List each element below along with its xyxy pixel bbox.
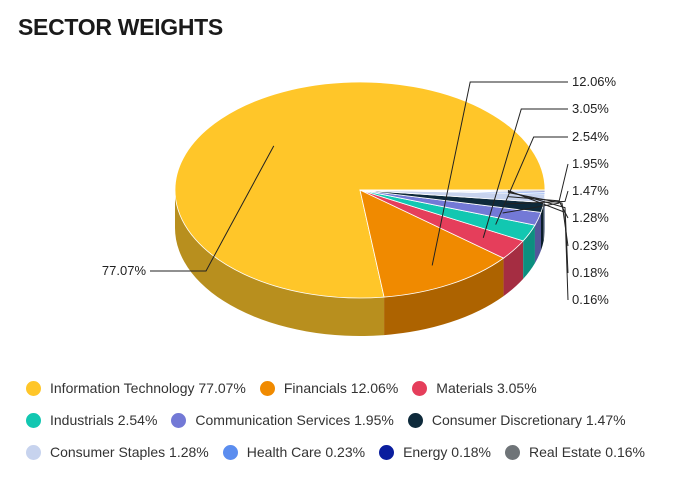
legend-label: Financials 12.06%	[283, 380, 399, 396]
legend-label: Energy 0.18%	[403, 444, 492, 460]
pie-slice-1	[359, 189, 505, 298]
legend-label: Consumer Staples 1.28%	[50, 444, 209, 460]
legend-swatch	[171, 412, 187, 428]
legend-swatch	[407, 412, 423, 428]
legend-label: Real Estate 0.16%	[529, 444, 645, 460]
data-label-3: 2.54%	[572, 129, 609, 144]
pie-side-4	[534, 212, 541, 264]
data-label-7: 0.23%	[572, 238, 609, 253]
pie-side-1	[384, 258, 504, 336]
pie-chart: 77.07% 12.06% 3.05% 2.54% 1.95% 1.47% 1.28% 0.2…	[102, 74, 617, 336]
leader-line-1	[431, 81, 568, 266]
legend-item[interactable]: Financials 12.06%	[259, 380, 399, 396]
legend-item[interactable]: Communication Services 1.95%	[171, 412, 394, 428]
legend-item[interactable]: Health Care 0.23%	[222, 444, 366, 460]
legend-swatch	[26, 444, 41, 460]
legend-swatch	[222, 444, 238, 460]
legend-label: Materials 3.05%	[436, 380, 537, 396]
legend-swatch	[26, 412, 41, 428]
data-label-0: 77.07%	[102, 263, 147, 278]
data-label-9: 0.16%	[572, 292, 609, 307]
legend: Information Technology 77.07% Financials …	[26, 372, 686, 468]
data-label-5: 1.47%	[572, 183, 609, 198]
legend-swatch	[26, 380, 41, 396]
pie-side-5	[540, 202, 544, 251]
data-label-8: 0.18%	[572, 265, 609, 280]
leader-line-4	[502, 163, 569, 214]
legend-item[interactable]: Consumer Discretionary 1.47%	[407, 412, 626, 428]
legend-row: Information Technology 77.07% Financials …	[26, 372, 686, 404]
legend-item[interactable]: Consumer Staples 1.28%	[26, 444, 209, 460]
pie-side-0	[175, 190, 385, 336]
legend-label: Information Technology 77.07%	[50, 380, 246, 396]
leader-line-9	[507, 189, 569, 301]
legend-row: Consumer Staples 1.28% Health Care 0.23% E…	[26, 436, 686, 468]
legend-swatch	[379, 444, 395, 460]
legend-item[interactable]: Real Estate 0.16%	[505, 444, 645, 460]
leader-line-0	[150, 145, 275, 272]
leader-line-2	[482, 108, 568, 238]
leader-line-3	[495, 136, 568, 225]
pie-side-3	[523, 225, 535, 279]
legend-row: Industrials 2.54% Communication Services …	[26, 404, 686, 436]
leader-line-5	[506, 190, 569, 205]
legend-label: Communication Services 1.95%	[195, 412, 394, 428]
legend-label: Health Care 0.23%	[246, 444, 366, 460]
legend-label: Industrials 2.54%	[50, 412, 158, 428]
legend-item[interactable]: Industrials 2.54%	[26, 412, 157, 428]
legend-swatch	[412, 380, 428, 396]
legend-item[interactable]: Energy 0.18%	[379, 444, 491, 460]
legend-swatch	[505, 444, 521, 460]
data-label-6: 1.28%	[572, 210, 609, 225]
pie-slice-9	[359, 189, 546, 192]
chart-title: SECTOR WEIGHTS	[18, 14, 223, 40]
legend-item[interactable]: Materials 3.05%	[412, 380, 537, 396]
leader-line-8	[507, 190, 569, 274]
data-label-4: 1.95%	[572, 156, 609, 171]
legend-swatch	[259, 380, 275, 396]
legend-label: Consumer Discretionary 1.47%	[431, 412, 626, 428]
data-label-2: 3.05%	[572, 101, 609, 116]
legend-item[interactable]: Information Technology 77.07%	[26, 380, 246, 396]
data-label-1: 12.06%	[572, 74, 617, 89]
